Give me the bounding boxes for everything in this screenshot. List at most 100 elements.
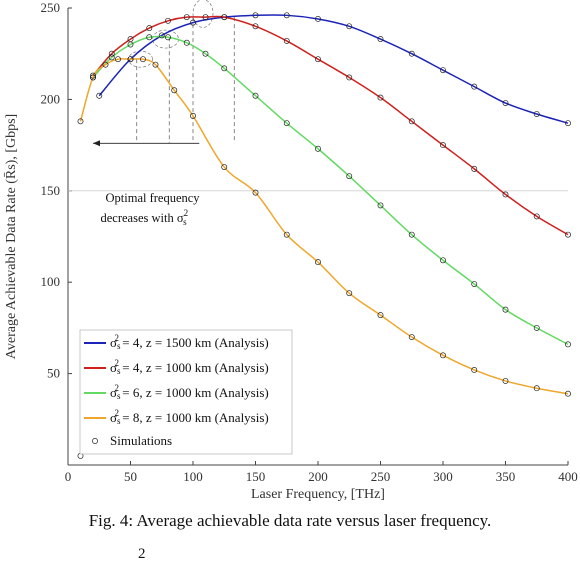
legend-label-part: 2	[115, 333, 120, 343]
legend-label-part: s	[117, 341, 121, 351]
simulation-point	[252, 92, 259, 99]
x-tick-label: 150	[246, 469, 266, 484]
simulation-point	[440, 352, 446, 359]
simulation-point	[202, 14, 209, 21]
legend: σs2 = 4, z = 1500 km (Analysis)σs2 = 4, …	[79, 329, 293, 455]
simulation-point	[152, 61, 159, 68]
simulation-point	[565, 390, 571, 397]
x-tick-label: 200	[308, 469, 328, 484]
x-tick-label: 100	[183, 469, 203, 484]
simulation-point	[252, 12, 259, 19]
simulation-point	[377, 94, 384, 101]
simulation-point	[315, 259, 321, 266]
simulation-point	[533, 324, 540, 331]
y-axis-label: Average Achievable Data Rate (R̄s), [Gbp…	[3, 114, 19, 359]
simulation-point	[346, 290, 353, 297]
x-tick-label: 300	[433, 469, 453, 484]
simulation-point	[502, 191, 509, 198]
series-line-1	[98, 14, 569, 124]
simulation-point	[440, 142, 446, 149]
legend-label-part: 2	[115, 358, 120, 368]
simulation-point	[471, 83, 478, 90]
legend-label: σs2 = 4, z = 1000 km (Analysis)	[110, 358, 269, 376]
simulation-point	[283, 231, 290, 238]
simulation-point	[377, 36, 384, 43]
footer-fragment: 2	[138, 546, 146, 562]
simulation-point	[565, 120, 571, 127]
annotation-line-2: decreases with σ2 s	[101, 208, 189, 227]
simulation-point	[96, 92, 103, 99]
simulation-point	[471, 281, 478, 287]
legend-label: σs2 = 4, z = 1500 km (Analysis)	[110, 333, 269, 351]
simulation-point	[533, 213, 540, 220]
x-tick-label: 350	[496, 469, 516, 484]
legend-label-part: s	[117, 366, 121, 376]
simulation-point	[108, 50, 115, 57]
simulation-point	[77, 118, 84, 125]
simulation-point	[190, 19, 196, 26]
legend-label: σs2 = 8, z = 1000 km (Analysis)	[110, 408, 269, 426]
legend-label-part: σ	[110, 360, 117, 375]
axes: 0 50 100 150 200 250 300 350 400 50 100 150 200 250 La…	[3, 0, 577, 502]
y-tick-label: 200	[41, 91, 61, 106]
simulation-point	[408, 334, 415, 340]
legend-label-part: σ	[110, 335, 117, 350]
simulation-point	[252, 189, 259, 196]
series-lines	[79, 14, 569, 395]
legend-label-part: σ	[110, 385, 117, 400]
simulation-point	[408, 231, 415, 238]
simulation-markers	[77, 12, 571, 459]
simulation-point	[502, 306, 509, 313]
x-tick-label: 400	[558, 469, 578, 484]
simulation-point	[183, 39, 190, 46]
simulation-point	[502, 100, 509, 107]
series-line-2	[92, 15, 569, 236]
simulation-point	[171, 87, 178, 94]
simulation-point	[440, 67, 446, 74]
legend-simulation-marker	[92, 438, 98, 444]
legend-label-part: s	[117, 391, 121, 401]
legend-box	[79, 329, 293, 455]
simulation-point	[283, 12, 290, 19]
simulation-point	[440, 257, 446, 264]
simulation-point	[408, 50, 415, 57]
legend-label-part: s	[117, 416, 121, 426]
simulation-point	[108, 54, 115, 61]
simulation-point	[471, 165, 478, 172]
simulation-point	[471, 366, 478, 373]
y-tick-label: 250	[41, 0, 61, 15]
annotation-line-1: Optimal frequency	[106, 191, 201, 205]
simulation-point	[146, 34, 153, 41]
simulation-point	[183, 14, 190, 21]
simulation-point	[502, 377, 509, 384]
simulation-point	[315, 16, 321, 22]
annotation-arrowhead	[93, 140, 100, 147]
simulation-point	[190, 112, 196, 119]
legend-label-part: σ	[110, 410, 117, 425]
simulation-point	[165, 17, 171, 24]
annotation-superscript: 2	[184, 208, 189, 218]
simulation-point	[283, 120, 290, 127]
legend-label: σs2 = 6, z = 1000 km (Analysis)	[110, 383, 269, 401]
x-tick-label: 0	[65, 469, 72, 484]
simulation-point	[315, 145, 321, 152]
y-tick-label: 100	[41, 274, 61, 289]
simulation-point	[221, 164, 228, 170]
simulation-point	[127, 56, 134, 63]
legend-simulations-label: Simulations	[110, 433, 172, 448]
simulation-point	[565, 341, 571, 348]
simulation-point	[377, 202, 384, 209]
simulation-point	[165, 34, 171, 41]
peak-marker-ellipse	[192, 0, 214, 28]
simulation-point	[252, 23, 259, 30]
annotation-subscript: s	[183, 217, 187, 227]
simulation-point	[346, 23, 353, 30]
legend-label-part: = 4, z = 1500 km (Analysis)	[119, 335, 269, 350]
simulation-point	[315, 56, 321, 63]
simulation-point	[221, 14, 228, 21]
simulation-point	[565, 231, 571, 238]
legend-label-part: = 6, z = 1000 km (Analysis)	[119, 385, 269, 400]
legend-label-part: 2	[115, 383, 120, 393]
simulation-point	[140, 56, 146, 63]
simulation-point	[202, 50, 209, 57]
